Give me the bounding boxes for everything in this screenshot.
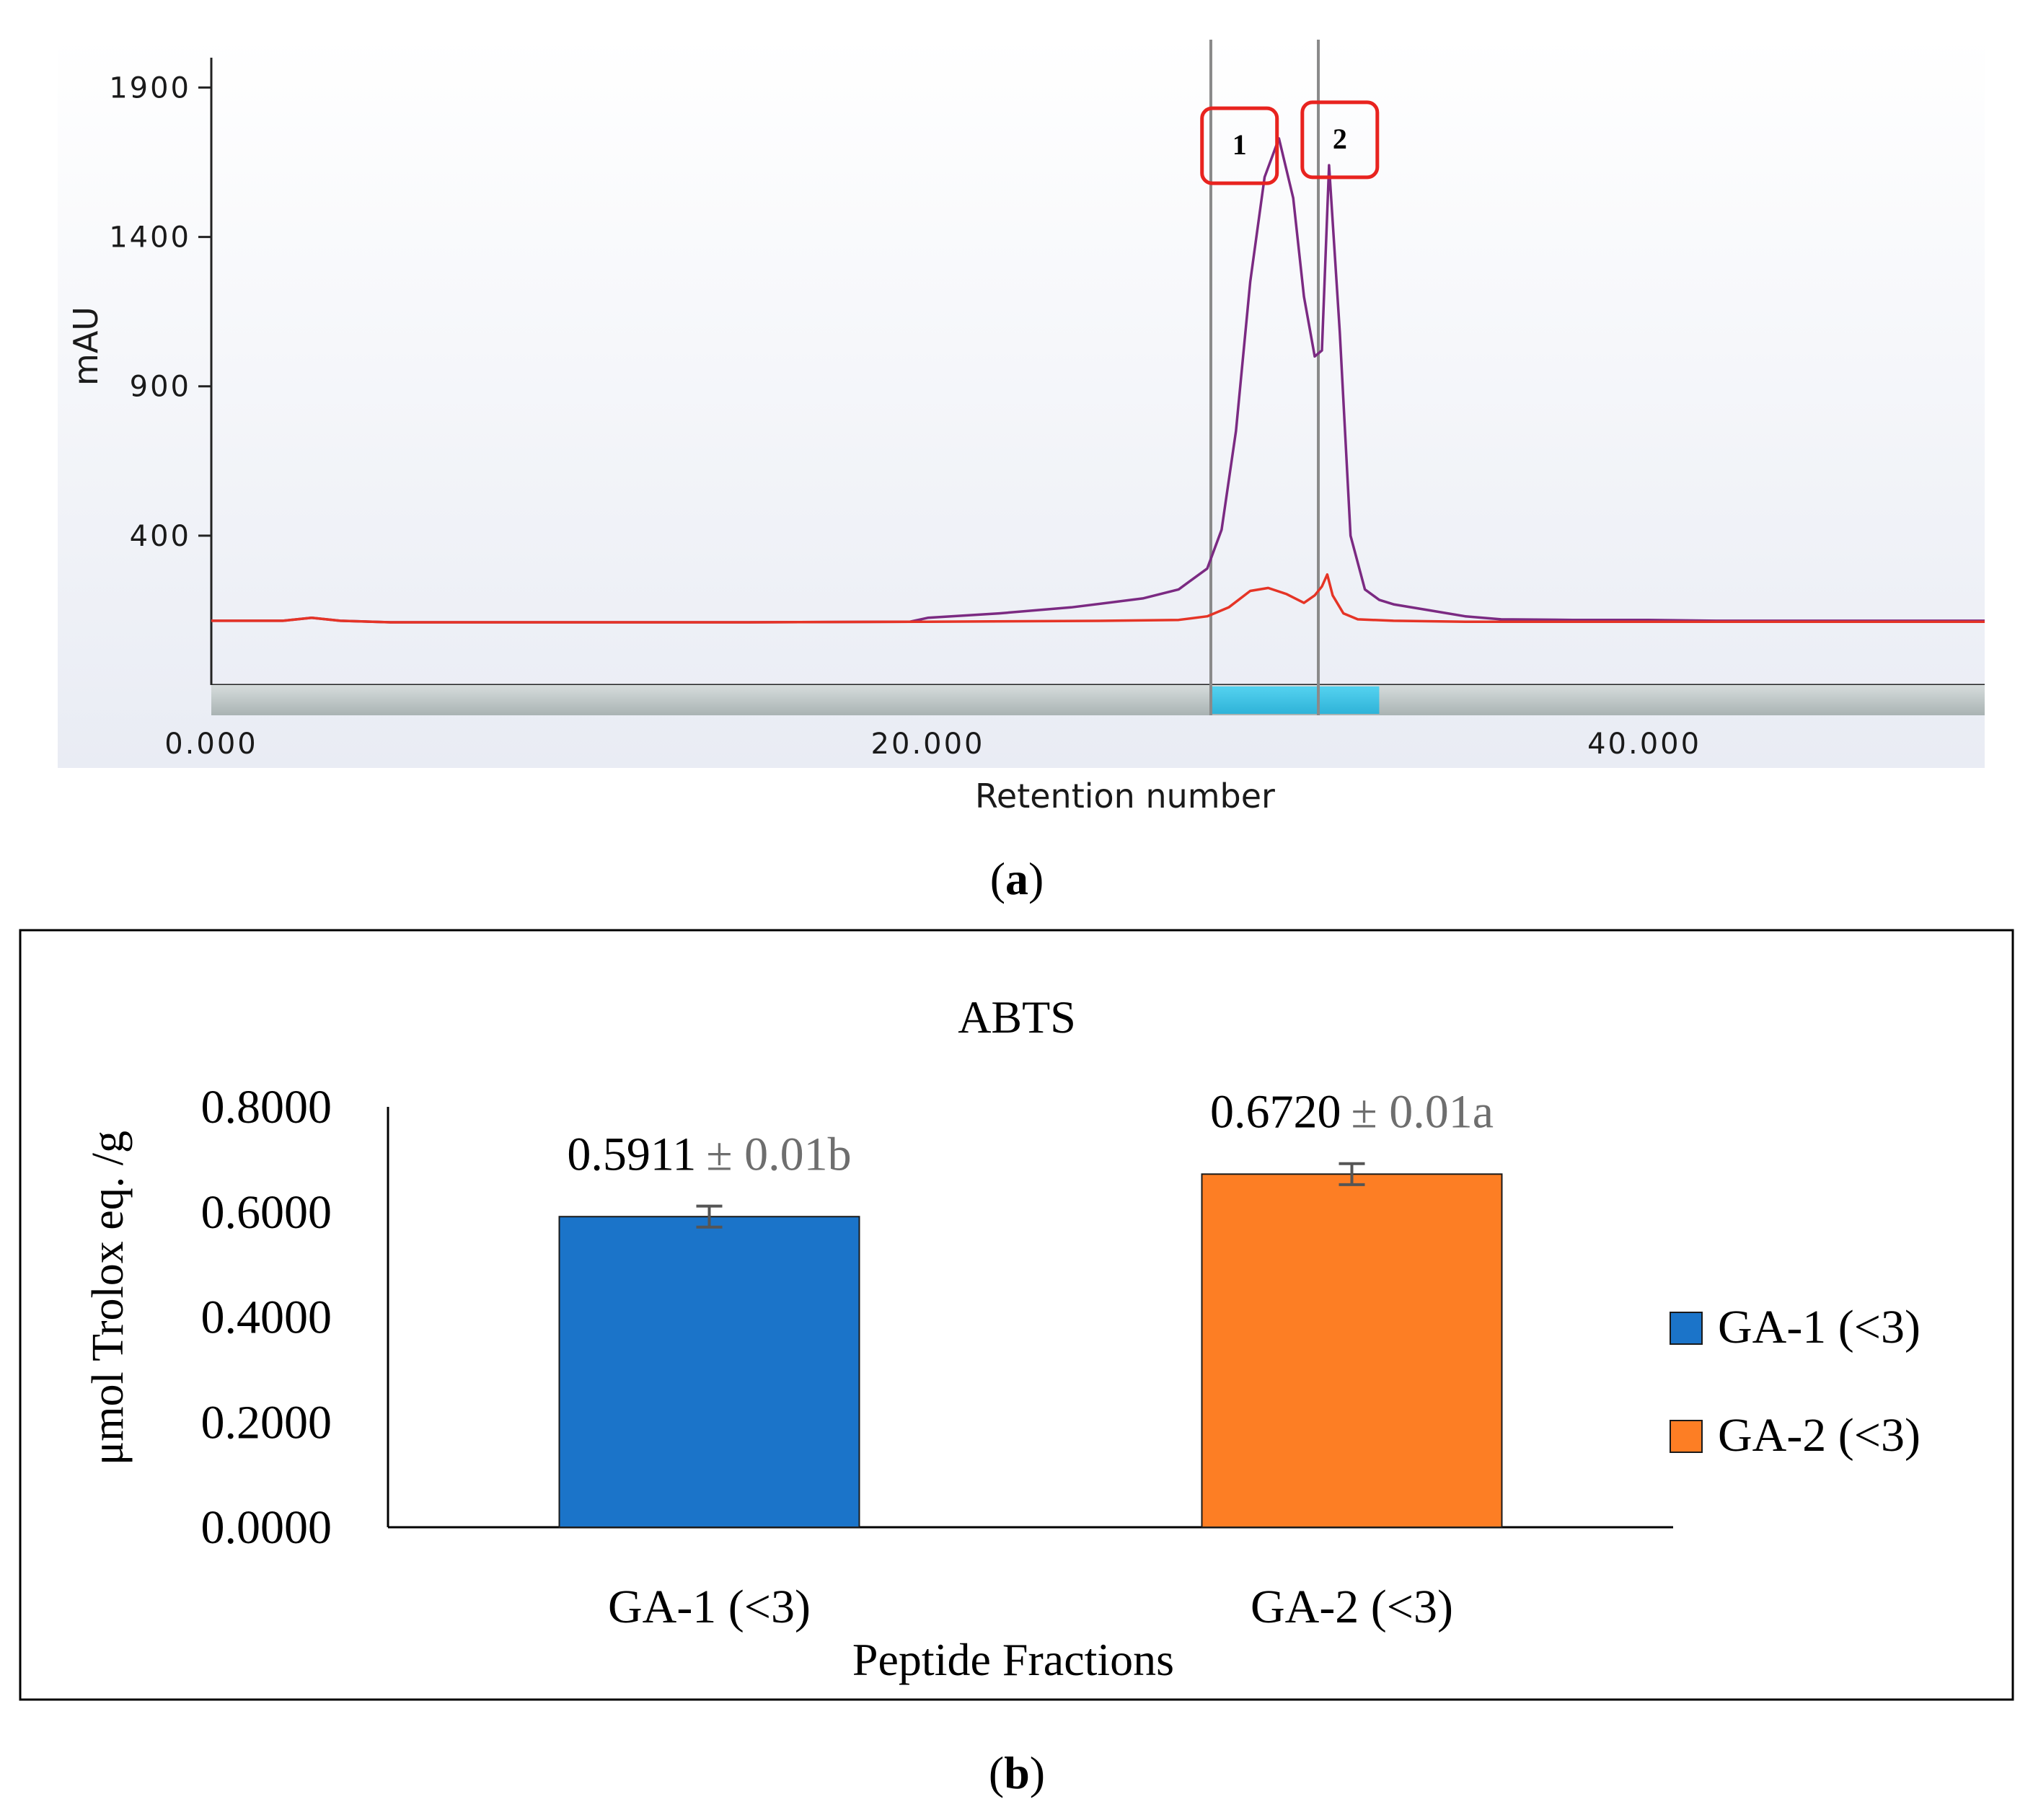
y-axis-title: μmol Trolox eq. /g — [84, 1131, 133, 1465]
chart-title: ABTS — [958, 991, 1076, 1043]
legend-label-2: GA-2 (<3) — [1718, 1409, 1920, 1462]
y-tick-label: 0.8000 — [201, 1081, 332, 1134]
y-tick-label: 1400 — [109, 221, 191, 255]
y-tick-label: 0.4000 — [201, 1291, 332, 1344]
category-labels: GA-1 (<3) GA-2 (<3) — [608, 1581, 1453, 1633]
y-tick-label: 0.2000 — [201, 1396, 332, 1449]
bars: 0.5911 ± 0.01b 0.6720 ± 0.01a — [558, 1086, 1503, 1529]
x-axis-ticks: 0.000 20.000 40.000 — [164, 728, 1701, 761]
peak-2-label: 2 — [1333, 123, 1347, 155]
x-tick-label: 40.000 — [1587, 728, 1701, 761]
caption-a-letter: a — [1005, 853, 1028, 904]
legend-swatch-1 — [1670, 1312, 1703, 1345]
x-tick-label: 20.000 — [871, 728, 985, 761]
caption-b-letter: b — [1004, 1747, 1030, 1798]
y-tick-label: 0.6000 — [201, 1186, 332, 1239]
data-label-value: 0.5911 — [567, 1128, 696, 1181]
abts-bar-chart-panel: ABTS μmol Trolox eq. /g 0.0000 0.2000 0.40… — [19, 929, 2014, 1701]
collected-fraction-highlight — [1210, 686, 1380, 714]
y-tick-label: 1900 — [109, 71, 191, 105]
data-label-error: ± 0.01b — [706, 1128, 851, 1181]
data-label-1: 0.5911 ± 0.01b — [567, 1128, 851, 1181]
red-trace-line — [211, 573, 1985, 624]
fraction-boundary-lines — [1209, 40, 1320, 715]
bar-1 — [558, 1216, 860, 1528]
peak-2-box — [1300, 100, 1380, 180]
data-label-value: 0.6720 — [1210, 1086, 1341, 1139]
bar-2 — [1201, 1173, 1503, 1529]
x-axis-title: Retention number — [975, 777, 1275, 816]
data-label-2: 0.6720 ± 0.01a — [1210, 1086, 1494, 1139]
peak-1-label: 1 — [1232, 128, 1247, 161]
caption-a: (a) — [990, 853, 1044, 904]
caption-b: (b) — [989, 1747, 1045, 1798]
y-tick-label: 900 — [130, 371, 191, 404]
legend-swatch-2 — [1670, 1420, 1703, 1453]
x-axis-title: Peptide Fractions — [852, 1634, 1174, 1685]
data-label-error: ± 0.01a — [1351, 1086, 1494, 1139]
y-axis-title: mAU — [66, 306, 105, 386]
legend-label-1: GA-1 (<3) — [1718, 1301, 1920, 1353]
category-label: GA-2 (<3) — [1251, 1581, 1453, 1633]
chromatogram-background — [58, 36, 1985, 768]
legend: GA-1 (<3) GA-2 (<3) — [1670, 1301, 1920, 1462]
y-tick-label: 0.0000 — [201, 1501, 332, 1554]
x-tick-label: 0.000 — [164, 728, 258, 761]
chromatogram-traces — [211, 137, 1985, 624]
fraction-bar — [211, 685, 1985, 715]
y-axis-ticks: 0.0000 0.2000 0.4000 0.6000 0.8000 — [201, 1081, 332, 1554]
peak-1-box — [1200, 106, 1279, 185]
y-tick-label: 400 — [130, 520, 191, 553]
category-label: GA-1 (<3) — [608, 1581, 811, 1633]
y-axis-ticks: 400 900 1400 1900 — [109, 71, 211, 553]
